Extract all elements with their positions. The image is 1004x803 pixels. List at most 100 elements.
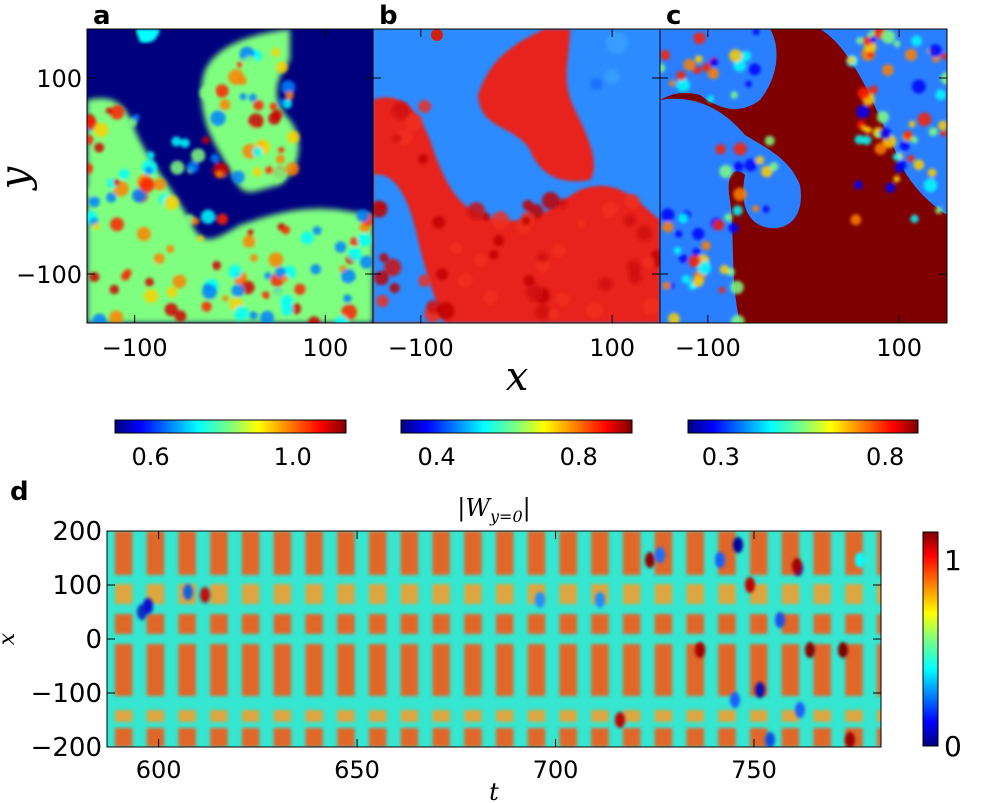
panel-d-ytick-label: 200 [52,517,102,547]
panel-a-blob [281,80,296,95]
panel-c-blob [681,274,691,284]
panel-c-blob [715,143,726,155]
panel-b-blob [376,294,389,308]
panel-c-blob [724,213,733,222]
panel-d-stripe [368,614,387,634]
panel-d-stripe [464,614,482,634]
panel-label-c: c [666,1,681,31]
panel-d-stripe [178,644,196,696]
panel-c-blob [697,260,712,275]
panel-d-stripe [654,728,673,747]
panel-a-blob [275,266,287,278]
panel-d-stripe [877,644,881,696]
panel-c-blob [923,178,938,193]
panel-d-blob [655,547,665,563]
panel-d-stripe [591,614,609,634]
panel-d-stripe [877,614,881,634]
panel-a-blob [110,217,124,232]
panel-d-blob [765,732,775,747]
panel-a-blob [261,291,270,300]
panel-d-stripe [781,728,800,747]
panel-c-blob [683,58,696,71]
panel-d-stripe [464,710,482,722]
panel-c-blob [688,254,701,268]
panel-a-blob [92,313,107,323]
panel-d-stripe [495,614,514,634]
panel-a-blob [191,217,200,226]
panel-d-blob [795,702,805,718]
panel-d-stripe [813,531,831,575]
panel-b-blob [642,297,660,315]
panel-a-blob [271,109,283,121]
panel-c-blob [764,135,775,146]
panel-c-blob [694,55,703,64]
panel-a-blob [242,235,256,248]
panel-d-stripe [623,531,641,575]
panel-b-blob [537,251,548,263]
panel-d-stripe [623,728,641,747]
panel-a-blob [93,122,109,138]
panel-d-stripe [210,710,228,722]
panel-b-blob [489,250,499,260]
panel-d-stripe [591,728,609,747]
panel-c-blob [928,127,938,137]
panel-d-stripe [464,728,482,747]
panel-a-blob [275,154,286,164]
panel-a-blob [278,98,286,106]
panel-a-blob [286,130,300,144]
panel-d-stripe [146,584,165,604]
panel-d-stripe [273,644,292,696]
panel-c-blob [660,49,671,61]
panel-c-blob [911,79,926,94]
panel-d-stripe [718,728,736,747]
panel-a-blob [228,264,243,279]
panel-d-blob [733,537,743,553]
panel-a-blob [252,298,265,311]
panel-c-blob [678,254,688,263]
panel-c-blob [748,63,761,76]
panel-a-blob [215,84,229,98]
panel-a-blob [243,55,258,70]
panel-d-stripe [464,644,482,696]
panel-b-blob [426,300,440,314]
panel-d-stripe [686,728,704,747]
panel-a-ytick-label: 100 [36,65,82,93]
panel-c [659,28,948,324]
panel-d-stripe [305,728,323,747]
panel-a-blob [269,102,278,111]
panel-c-blob [673,246,682,255]
panel-d-ytick-label: −200 [31,733,102,763]
panel-d-stripe [654,710,673,722]
panel-b-blob [457,272,473,288]
panel-d-stripe [686,531,704,575]
panel-c-blob [744,158,758,172]
panel-a-ylabel: y [0,165,38,191]
panel-d-stripe [750,644,768,696]
panel-a-blob [87,134,94,145]
panel-a-blob [132,114,140,122]
panel-c-blob [675,230,683,238]
panel-a-blob [144,289,159,304]
panel-d-stripe [654,644,673,696]
panel-d-stripe [623,584,641,604]
panel-d-stripe [527,531,546,575]
panel-b-blob [624,194,640,210]
panel-d-xtick-label: 700 [533,756,579,784]
panel-d-stripe [337,728,355,747]
panel-b-blob [374,270,389,286]
panel-d-stripe [210,584,228,604]
panel-d-stripe [241,584,260,604]
panel-b-blob [449,241,463,255]
panel-c-blob [903,130,913,141]
panel-a-blob [144,166,154,175]
panel-d-blob [535,592,545,608]
panel-c-blob [728,222,739,234]
panel-a [86,28,374,324]
panel-d-stripe [400,584,419,604]
panel-c-blob [864,126,872,134]
panel-a-blob [136,226,152,242]
colorbar-b-gradient [400,419,633,434]
panel-c-blob [729,49,743,63]
panel-d-stripe [368,584,387,604]
